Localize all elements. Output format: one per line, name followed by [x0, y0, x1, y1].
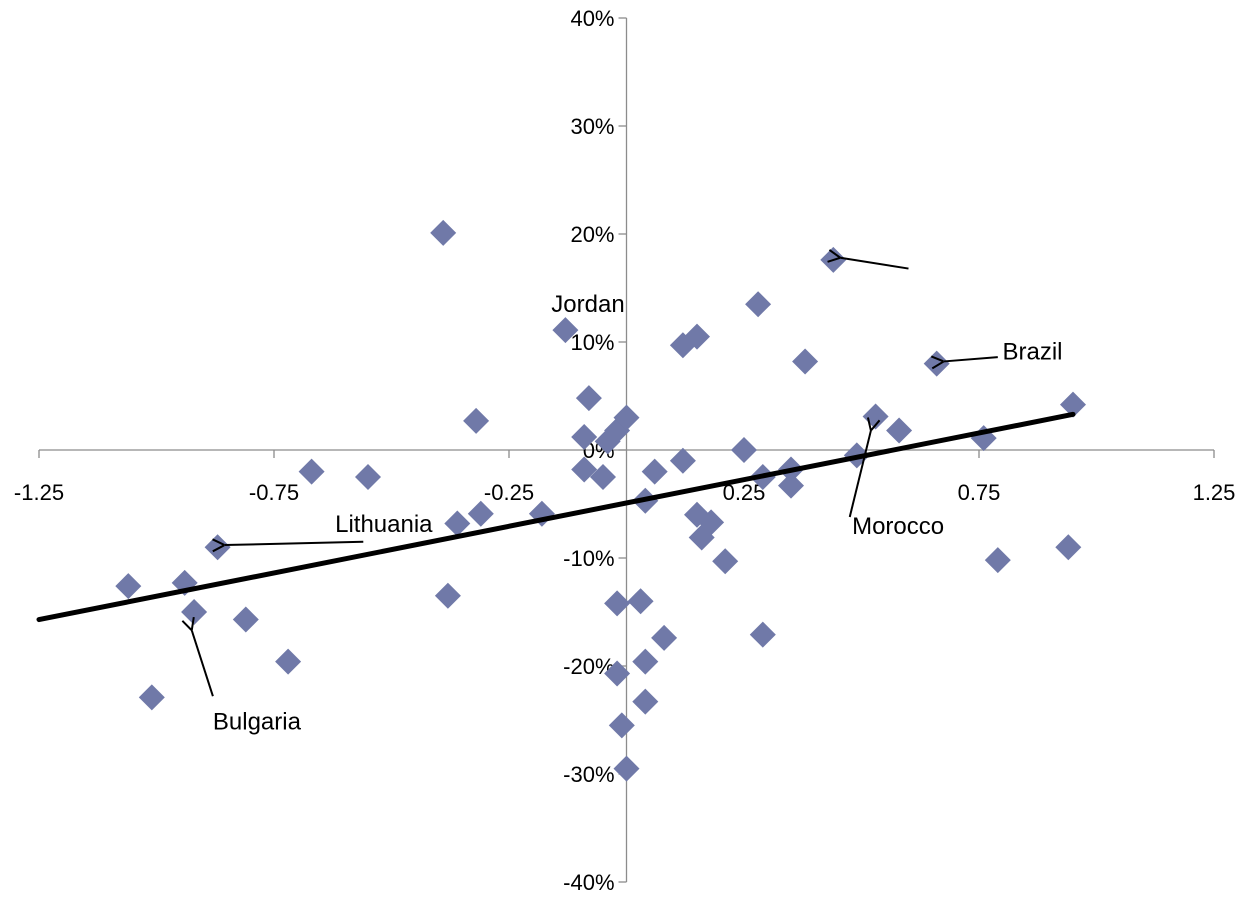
data-point	[138, 684, 165, 711]
x-tick-label: -0.25	[484, 480, 534, 505]
annotation-arrow	[225, 542, 364, 545]
data-point	[731, 437, 757, 463]
annotation-arrow	[840, 258, 909, 270]
data-point	[778, 472, 804, 499]
data-point	[434, 582, 461, 609]
data-point	[632, 648, 659, 675]
data-point	[181, 599, 208, 625]
data-point	[1055, 534, 1082, 561]
data-point	[862, 403, 889, 430]
data-point	[712, 548, 739, 575]
x-tick-label: 0.75	[958, 480, 1001, 505]
y-tick-label: 10%	[570, 330, 614, 355]
data-point	[571, 424, 598, 451]
data-point	[604, 660, 631, 687]
data-point	[684, 323, 710, 350]
y-tick-label: -30%	[563, 762, 614, 787]
data-point	[575, 385, 602, 412]
data-point	[669, 447, 696, 474]
trendline-layer	[36, 411, 1076, 623]
annotations: Jordan Brazil Lithuania Morocco Bulgaria	[192, 258, 1063, 736]
x-tick-label: 1.25	[1193, 480, 1236, 505]
data-point	[430, 219, 457, 246]
data-point	[1060, 391, 1086, 418]
data-point	[613, 404, 640, 431]
annotation-arrow	[192, 630, 214, 697]
data-point	[232, 606, 259, 633]
axes	[38, 17, 1215, 883]
data-point	[608, 712, 635, 739]
annotation-label: Bulgaria	[213, 709, 302, 736]
annotation-label: Morocco	[852, 513, 944, 540]
data-point	[444, 510, 471, 537]
data-point	[792, 348, 819, 375]
data-point	[204, 534, 231, 561]
annotation-label: Brazil	[1003, 338, 1063, 365]
data-point	[463, 407, 490, 434]
data-point	[923, 350, 950, 377]
data-point	[590, 464, 616, 490]
annotation-arrow	[848, 431, 871, 518]
data-point	[571, 456, 598, 483]
y-tick-label: 20%	[570, 222, 614, 247]
data-point	[275, 648, 302, 675]
data-point	[613, 755, 640, 782]
annotation-arrow	[944, 357, 998, 361]
x-tick-label: -0.75	[249, 480, 299, 505]
data-point	[632, 688, 659, 715]
data-point	[698, 509, 725, 536]
y-tick-label: 30%	[570, 114, 614, 139]
annotation-label: Jordan	[551, 291, 624, 318]
data-point	[820, 246, 847, 273]
y-tick-label: 40%	[570, 6, 614, 31]
data-point	[984, 547, 1011, 574]
data-point	[355, 464, 381, 490]
tick-labels: -1.25 -0.75 -0.25 0.25 0.75 1.2540%30%20%10%0…	[14, 6, 1235, 895]
x-tick-label: -1.25	[14, 480, 64, 505]
data-point	[745, 291, 772, 318]
data-point	[552, 317, 579, 344]
annotation-label: Lithuania	[335, 511, 433, 538]
y-tick-label: -10%	[563, 546, 614, 571]
data-point	[604, 590, 631, 617]
data-point	[627, 588, 654, 615]
data-point	[641, 458, 668, 485]
data-point	[115, 573, 142, 600]
data-point	[749, 621, 776, 648]
data-point	[886, 417, 913, 444]
y-tick-label: -40%	[563, 870, 614, 895]
data-point	[298, 458, 325, 485]
data-point	[651, 624, 678, 651]
data-point	[467, 500, 494, 527]
trendline	[36, 411, 1076, 623]
